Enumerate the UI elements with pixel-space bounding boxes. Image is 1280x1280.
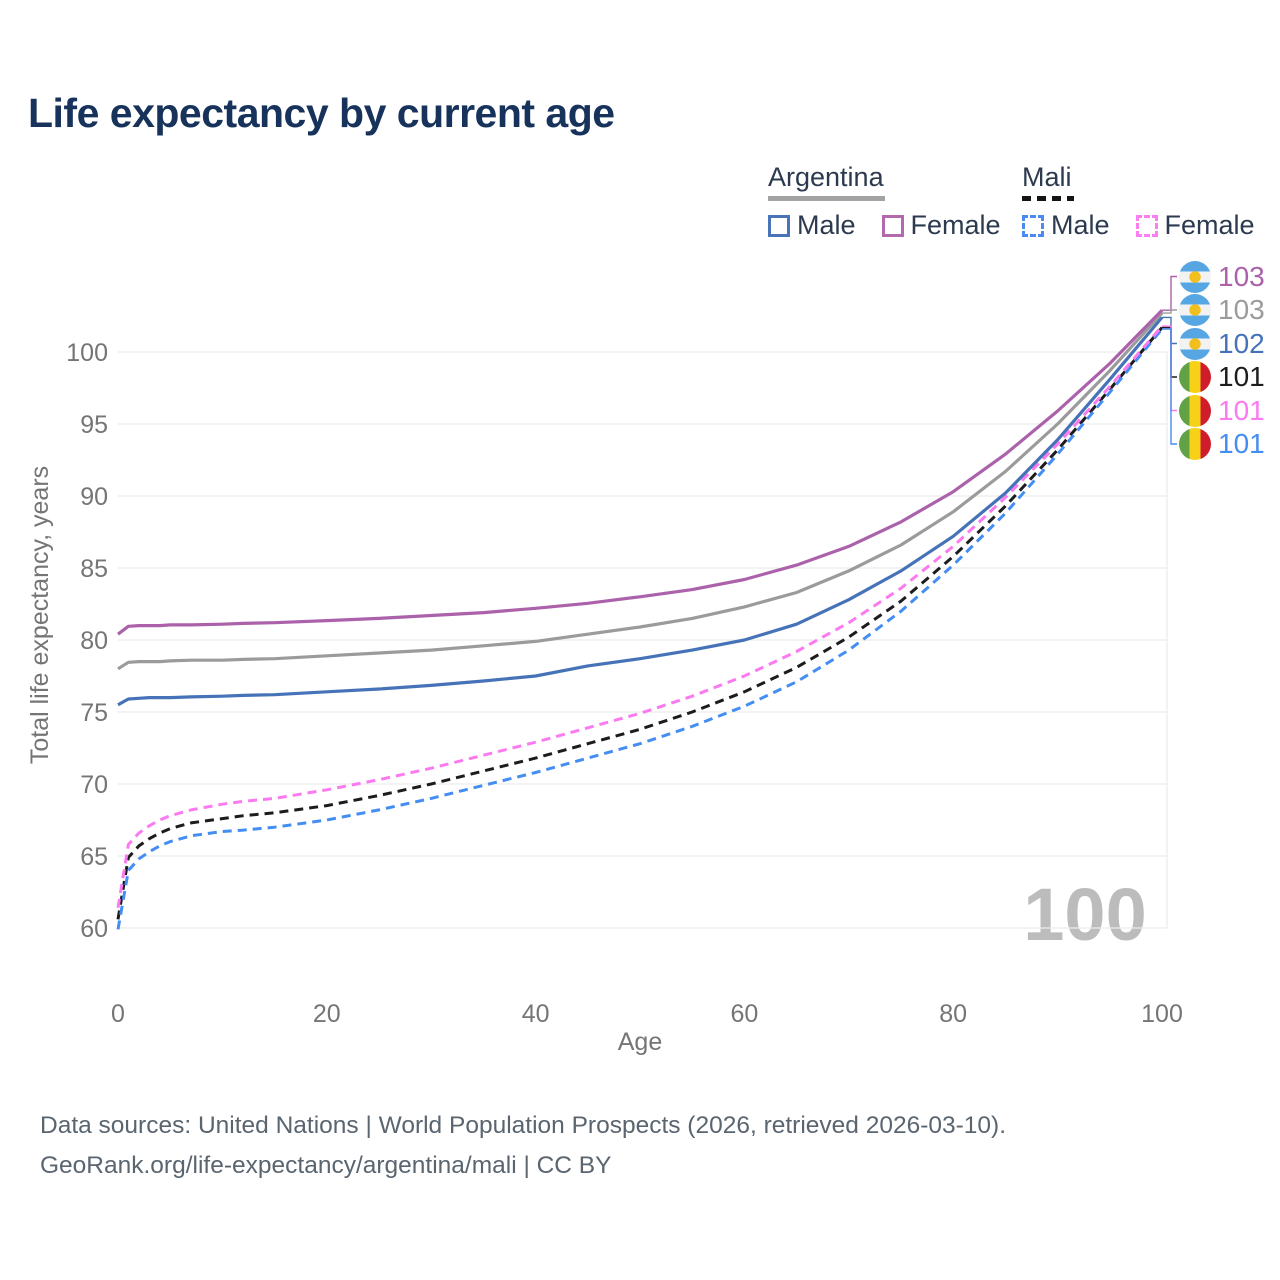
legend-item-argentina-male[interactable]: Male [768, 210, 856, 241]
argentina-flag-icon [1179, 294, 1211, 326]
legend-item-mali-male[interactable]: Male [1022, 210, 1110, 241]
argentina-male-swatch-icon [768, 214, 790, 237]
argentina-female-swatch-icon [881, 214, 904, 237]
y-tick-label: 60 [80, 915, 108, 943]
legend-country-argentina: Argentina [768, 162, 884, 192]
footer: Data sources: United Nations | World Pop… [40, 1106, 1006, 1186]
x-axis-title: Age [618, 1028, 662, 1056]
mali-male-swatch-icon [1022, 214, 1044, 237]
series-line-argentina-female [117, 309, 1164, 636]
end-label-connector [1162, 275, 1177, 311]
mali-flag-icon [1179, 428, 1211, 460]
legend-item-mali-female[interactable]: Female [1135, 210, 1255, 241]
end-value-argentina-total: 103 [1218, 294, 1265, 325]
end-label-row-argentina-total: 103 [1179, 294, 1265, 327]
legend-group-argentina: Argentina Male Female [768, 162, 1001, 241]
end-label-row-mali-male: 101 [1179, 428, 1265, 461]
legend-item-argentina-female[interactable]: Female [881, 210, 1001, 241]
end-value-mali-total: 101 [1218, 361, 1265, 392]
y-tick-label: 85 [80, 555, 108, 583]
end-label-connector [1162, 309, 1177, 314]
legend-country-mali: Mali [1022, 162, 1072, 192]
x-tick-label: 80 [939, 1000, 967, 1028]
y-tick-label: 75 [80, 699, 108, 727]
end-label-row-argentina-female: 103 [1179, 260, 1265, 293]
watermark-age: 100 [1023, 873, 1146, 956]
y-tick-label: 90 [80, 483, 108, 511]
page-title: Life expectancy by current age [28, 90, 615, 136]
y-tick-label: 100 [66, 339, 108, 367]
legend-label: Female [1164, 210, 1255, 240]
legend-group-mali: Mali Male Female [1022, 162, 1255, 241]
legend-label: Male [797, 210, 856, 240]
y-axis-title: Total life expectancy, years [26, 466, 54, 764]
legend-label: Female [910, 210, 1001, 240]
y-tick-label: 80 [80, 627, 108, 655]
end-value-mali-male: 101 [1218, 428, 1265, 459]
series-line-mali-total [116, 326, 1164, 920]
series-line-mali-female [116, 325, 1164, 909]
x-tick-label: 0 [111, 1000, 125, 1028]
legend-label: Male [1051, 210, 1110, 240]
x-tick-label: 40 [522, 1000, 550, 1028]
y-tick-label: 95 [80, 411, 108, 439]
mali-flag-icon [1179, 361, 1211, 393]
end-label-row-mali-total: 101 [1179, 361, 1265, 394]
y-tick-label: 65 [80, 843, 108, 871]
footer-attribution: GeoRank.org/life-expectancy/argentina/ma… [40, 1152, 612, 1179]
series-line-argentina-male [117, 316, 1164, 707]
argentina-flag-icon [1179, 327, 1211, 360]
argentina-solid-line-swatch [768, 196, 885, 201]
argentina-flag-icon [1179, 260, 1211, 293]
footer-data-sources: Data sources: United Nations | World Pop… [40, 1112, 1007, 1139]
mali-female-swatch-icon [1135, 214, 1158, 237]
end-value-argentina-female: 103 [1218, 260, 1265, 292]
end-value-argentina-male: 102 [1218, 327, 1265, 359]
x-tick-label: 20 [313, 1000, 341, 1028]
series-line-mali-male [116, 328, 1164, 930]
end-label-connector [1162, 328, 1177, 445]
mali-flag-icon [1179, 394, 1211, 427]
end-label-row-argentina-male: 102 [1179, 327, 1265, 360]
end-label-row-mali-female: 101 [1179, 394, 1265, 427]
end-label-connector [1162, 316, 1177, 345]
x-tick-label: 100 [1141, 1000, 1183, 1028]
series-line-argentina-total [117, 312, 1164, 671]
end-value-mali-female: 101 [1218, 394, 1265, 426]
y-tick-label: 70 [80, 771, 108, 799]
x-tick-label: 60 [730, 1000, 758, 1028]
mali-dashed-line-swatch [1022, 196, 1074, 201]
end-label-connector [1162, 325, 1177, 412]
